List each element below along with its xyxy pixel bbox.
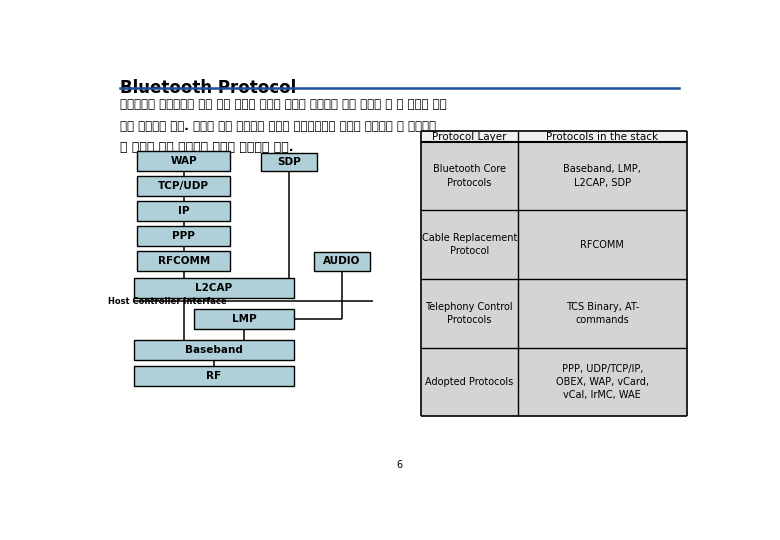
Text: RFCOMM: RFCOMM xyxy=(580,240,624,249)
Text: RFCOMM: RFCOMM xyxy=(158,255,210,266)
Bar xyxy=(134,278,294,298)
Bar xyxy=(134,366,294,386)
Bar xyxy=(136,201,231,221)
Text: PPP: PPP xyxy=(172,231,195,241)
Bar xyxy=(194,309,294,329)
Bar xyxy=(136,151,231,171)
Text: Protocol Layer: Protocol Layer xyxy=(432,132,506,141)
Bar xyxy=(314,252,370,271)
Bar xyxy=(136,251,231,271)
Text: SDP: SDP xyxy=(277,157,301,167)
Text: Telephony Control
Protocols: Telephony Control Protocols xyxy=(425,302,513,325)
Text: IP: IP xyxy=(178,206,190,216)
Text: Bluetooth Core
Protocols: Bluetooth Core Protocols xyxy=(433,164,505,187)
Text: TCS Binary, AT-
commands: TCS Binary, AT- commands xyxy=(566,302,639,325)
Bar xyxy=(421,131,687,416)
Text: AUDIO: AUDIO xyxy=(324,256,360,266)
Text: Baseband: Baseband xyxy=(185,345,243,355)
Text: LMP: LMP xyxy=(232,314,257,324)
Bar xyxy=(261,152,317,171)
Text: RF: RF xyxy=(206,371,222,381)
Text: 것을 목적으로 한다. 따라서 특정 기능마다 필요한 프로토콜들이 명확히 정의되어 각 회사들이: 것을 목적으로 한다. 따라서 특정 기능마다 필요한 프로토콜들이 명확히 정… xyxy=(120,120,437,133)
Text: Baseband, LMP,
L2CAP, SDP: Baseband, LMP, L2CAP, SDP xyxy=(563,164,641,187)
Text: Cable Replacement
Protocol: Cable Replacement Protocol xyxy=(421,233,517,256)
Bar xyxy=(134,340,294,360)
Text: Host Controller Interface: Host Controller Interface xyxy=(108,298,227,306)
Bar xyxy=(421,131,687,141)
Text: WAP: WAP xyxy=(170,156,197,166)
Text: TCP/UDP: TCP/UDP xyxy=(158,181,209,191)
Bar xyxy=(136,226,231,246)
Text: Protocols in the stack: Protocols in the stack xyxy=(546,132,658,141)
Text: 그 정의에 따라 프로토콜 계층을 구현해야 한다.: 그 정의에 따라 프로토콜 계층을 구현해야 한다. xyxy=(120,141,294,154)
Text: 블루투스는 기본적으로 각기 다른 회사의 다양한 특성의 기기들이 서로 통신을 할 수 있도록 하는: 블루투스는 기본적으로 각기 다른 회사의 다양한 특성의 기기들이 서로 통신… xyxy=(120,98,447,111)
Text: Adopted Protocols: Adopted Protocols xyxy=(425,377,513,387)
Text: PPP, UDP/TCP/IP,
OBEX, WAP, vCard,
vCal, IrMC, WAE: PPP, UDP/TCP/IP, OBEX, WAP, vCard, vCal,… xyxy=(556,363,649,400)
Text: L2CAP: L2CAP xyxy=(195,282,232,293)
Text: Bluetooth Protocol: Bluetooth Protocol xyxy=(120,79,296,97)
Bar xyxy=(136,176,231,196)
Text: 6: 6 xyxy=(397,460,402,470)
